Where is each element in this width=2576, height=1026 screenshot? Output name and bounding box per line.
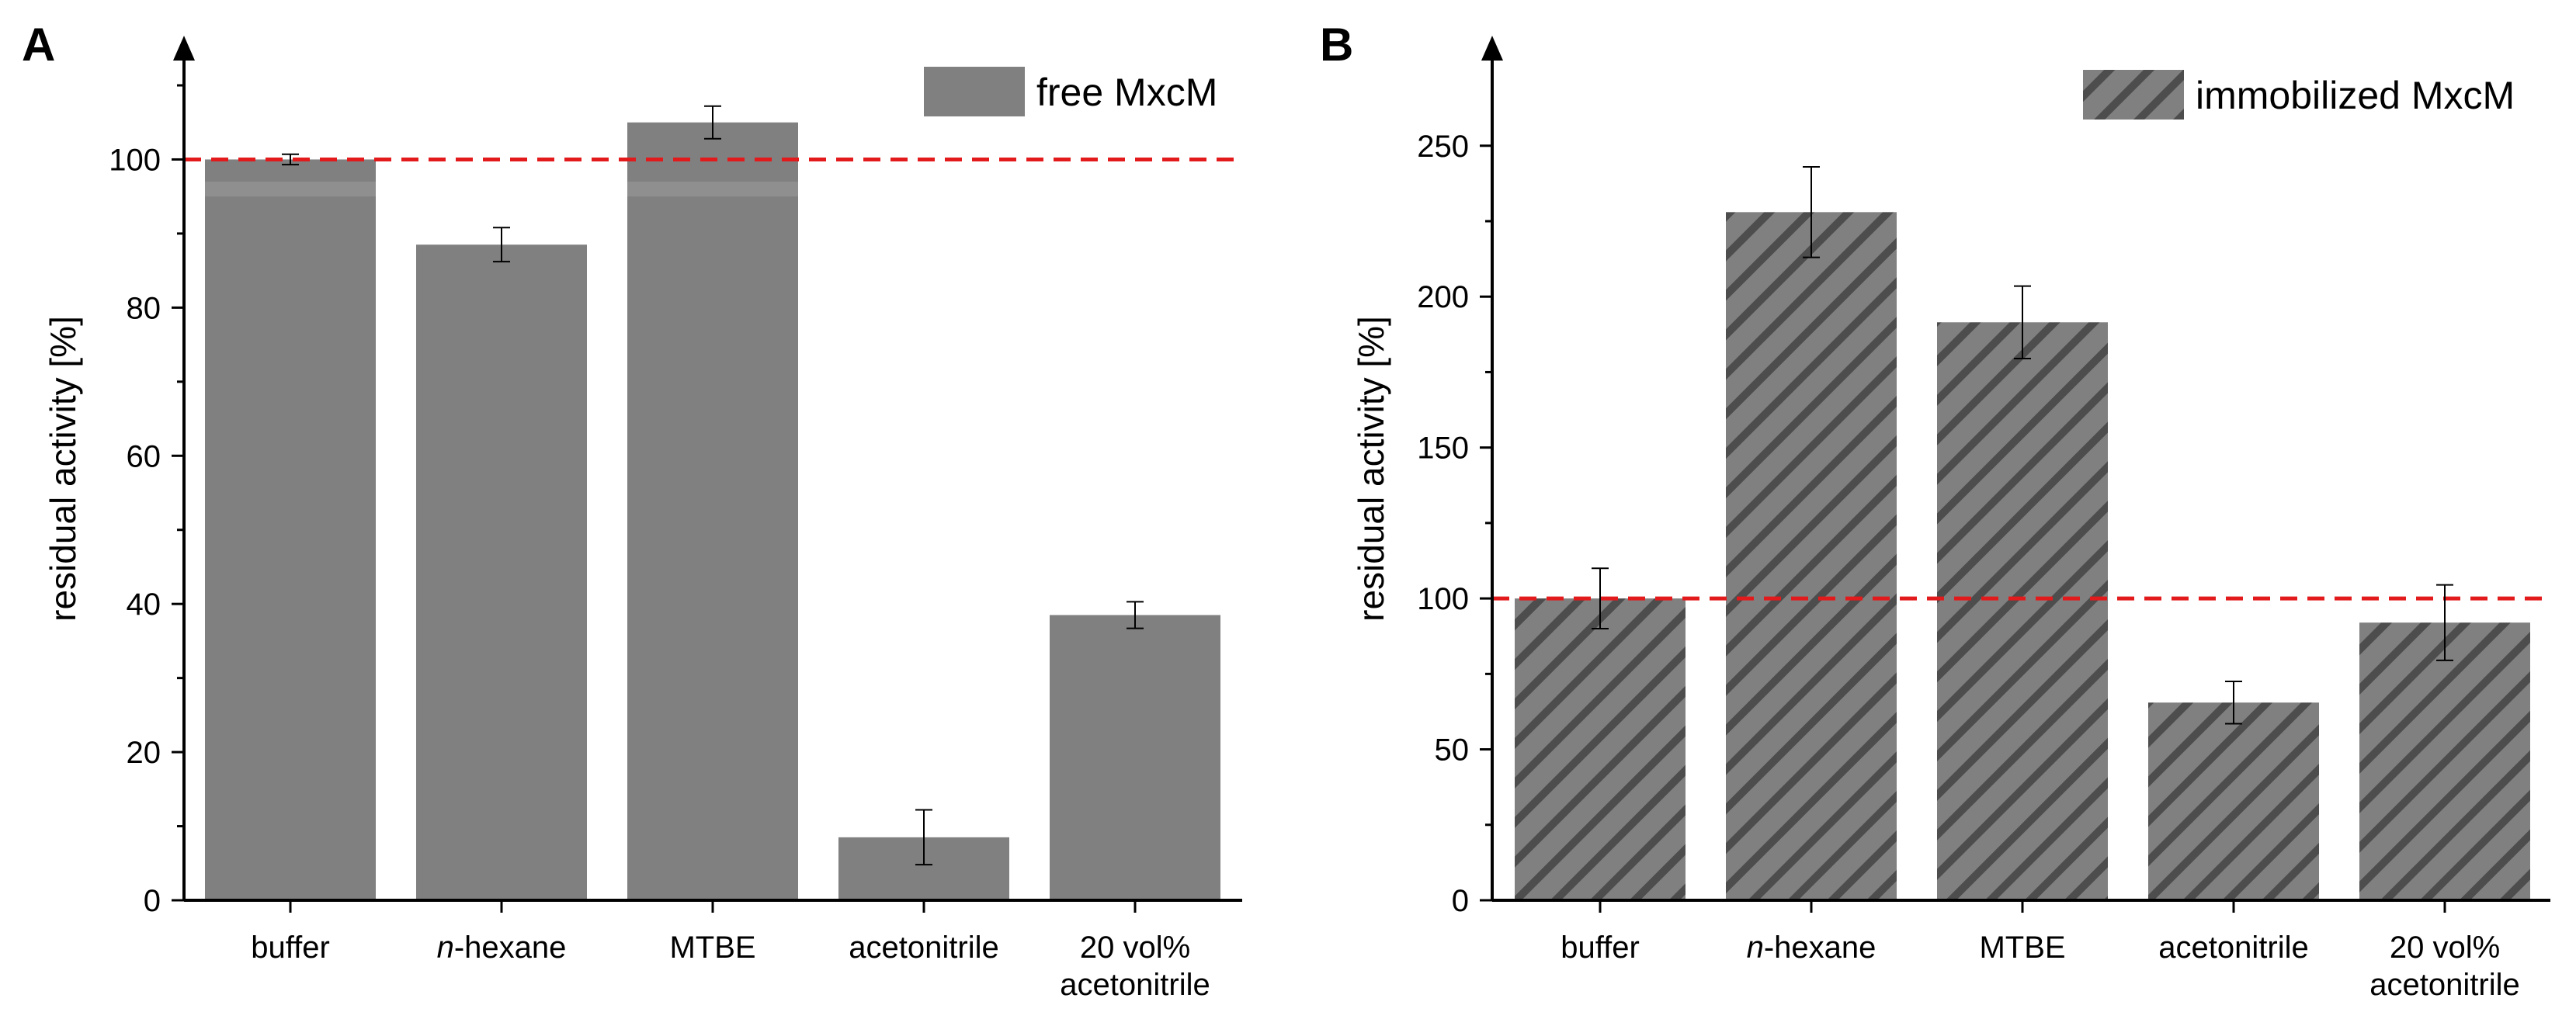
category-label-n-hexane: n-hexane xyxy=(437,931,567,965)
y-tick-label: 150 xyxy=(1417,432,1469,466)
category-label-line: acetonitrile xyxy=(2369,968,2519,1002)
panel-letter: B xyxy=(1320,19,1353,71)
category-label-line: acetonitrile xyxy=(1060,968,1210,1002)
bar-mtbe xyxy=(627,122,798,900)
legend-label: immobilized MxcM xyxy=(2196,74,2515,117)
error-bar-20-vol-acetonitrile xyxy=(2436,584,2453,661)
error-bar-acetonitrile xyxy=(2225,681,2242,725)
bar-band-buffer xyxy=(205,182,376,197)
error-bar-mtbe xyxy=(2014,285,2031,359)
y-tick-label: 80 xyxy=(127,291,161,325)
category-label-mtbe: MTBE xyxy=(669,931,755,965)
y-tick-label: 100 xyxy=(1417,582,1469,616)
bar-20-vol-acetonitrile xyxy=(2359,622,2530,900)
legend: free MxcM xyxy=(924,67,1217,116)
category-label-line: buffer xyxy=(251,931,330,965)
category-label-n-hexane: n-hexane xyxy=(1747,931,1876,965)
error-bar-buffer xyxy=(282,153,299,166)
y-tick-label: 0 xyxy=(1452,884,1469,918)
bar-buffer xyxy=(1515,598,1686,900)
bar-acetonitrile xyxy=(2148,702,2319,900)
category-label-italic-part: n xyxy=(1747,931,1764,965)
bar-n-hexane xyxy=(416,244,587,900)
category-label-rest: -hexane xyxy=(454,931,567,965)
panel-letter: A xyxy=(22,19,55,71)
y-axis-arrow-icon xyxy=(173,36,195,61)
error-bar-mtbe xyxy=(704,105,721,140)
error-bar-n-hexane xyxy=(493,227,510,263)
category-label-buffer: buffer xyxy=(251,931,330,965)
bar-20-vol-acetonitrile xyxy=(1050,615,1220,900)
y-axis-arrow-icon xyxy=(1481,36,1503,61)
legend-swatch xyxy=(2083,70,2184,120)
y-tick-label: 40 xyxy=(127,588,161,622)
y-tick-label: 20 xyxy=(127,736,161,770)
category-label-line: 20 vol% xyxy=(1080,931,1190,965)
category-label-italic-part: n xyxy=(437,931,454,965)
y-axis-title: residual activity [%] xyxy=(43,316,83,622)
category-label-rest: -hexane xyxy=(1764,931,1876,965)
error-bar-buffer xyxy=(1592,567,1609,629)
y-tick-label: 0 xyxy=(144,884,161,918)
bar-band-mtbe xyxy=(627,182,798,197)
panel-a: A 0 20 40 60 80 100 buffer n-hexane MTBE acetonitr… xyxy=(22,19,1242,1002)
error-bar-20-vol-acetonitrile xyxy=(1127,601,1144,629)
bar-buffer xyxy=(205,159,376,901)
y-tick-label: 100 xyxy=(109,143,161,177)
category-label-line: acetonitrile xyxy=(2158,931,2308,965)
category-label-mtbe: MTBE xyxy=(1979,931,2065,965)
category-label-acetonitrile: acetonitrile xyxy=(2158,931,2308,965)
category-label-buffer: buffer xyxy=(1561,931,1640,965)
y-tick-label: 200 xyxy=(1417,280,1469,314)
category-label-20-vol-acetonitrile: 20 vol% acetonitrile xyxy=(1060,931,1210,1002)
legend-swatch xyxy=(924,67,1025,116)
bar-n-hexane xyxy=(1726,212,1897,900)
y-tick-label: 60 xyxy=(127,439,161,473)
y-tick-label: 50 xyxy=(1435,733,1470,768)
legend-label: free MxcM xyxy=(1036,71,1217,114)
bar-mtbe xyxy=(1937,322,2108,900)
y-tick-label: 250 xyxy=(1417,130,1469,164)
error-bar-acetonitrile xyxy=(915,809,932,866)
category-label-20-vol-acetonitrile: 20 vol% acetonitrile xyxy=(2369,931,2519,1002)
y-axis-title: residual activity [%] xyxy=(1351,316,1391,622)
category-label-line: buffer xyxy=(1561,931,1640,965)
category-label-line: 20 vol% xyxy=(2390,931,2500,965)
category-label-line: acetonitrile xyxy=(849,931,998,965)
category-label-acetonitrile: acetonitrile xyxy=(849,931,998,965)
error-bar-n-hexane xyxy=(1803,166,1820,258)
category-label-line: MTBE xyxy=(669,931,755,965)
category-label-line: MTBE xyxy=(1979,931,2065,965)
panel-b: B 0 50 100 150 200 250 buffer n-hexane MTBE aceton… xyxy=(1320,19,2550,1002)
legend: immobilized MxcM xyxy=(2083,70,2515,120)
